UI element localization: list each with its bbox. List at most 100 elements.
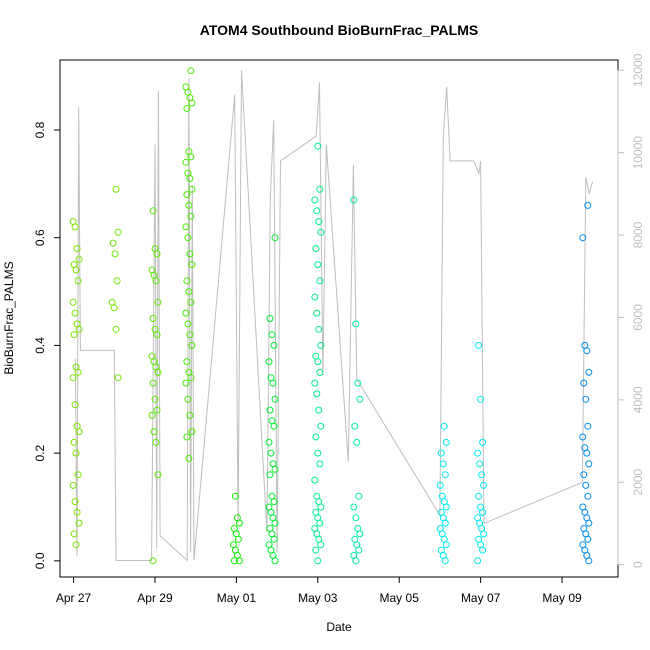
- data-point: [153, 331, 161, 339]
- data-point: [441, 471, 449, 479]
- data-point: [71, 401, 79, 409]
- y2-tick-label: 4000: [631, 386, 645, 413]
- data-point: [110, 304, 118, 312]
- data-point: [313, 309, 321, 317]
- data-point: [478, 471, 486, 479]
- data-point: [583, 449, 591, 457]
- data-point: [442, 438, 450, 446]
- data-point: [188, 428, 196, 436]
- data-point: [355, 546, 363, 554]
- data-point: [585, 368, 593, 376]
- data-point: [350, 196, 358, 204]
- data-point: [114, 228, 122, 236]
- data-point: [185, 455, 193, 462]
- data-point: [74, 277, 82, 285]
- data-point: [315, 406, 323, 414]
- data-point: [231, 492, 239, 500]
- data-point: [188, 185, 196, 193]
- data-point: [183, 191, 191, 199]
- data-point: [187, 298, 195, 306]
- data-point: [582, 395, 590, 403]
- data-point: [314, 142, 322, 150]
- data-point: [185, 288, 193, 296]
- data-point: [580, 379, 588, 387]
- y-tick-label: 0.0: [33, 552, 47, 569]
- data-point: [437, 449, 445, 457]
- data-point: [314, 261, 322, 269]
- data-point: [356, 395, 364, 403]
- data-point: [479, 438, 487, 446]
- data-point: [476, 460, 484, 468]
- data-point: [74, 471, 82, 479]
- data-point: [188, 341, 196, 349]
- data-point: [71, 223, 79, 231]
- data-point: [266, 406, 274, 414]
- data-point: [271, 395, 279, 403]
- data-point: [72, 449, 80, 457]
- data-point: [314, 557, 322, 565]
- data-point: [356, 530, 364, 538]
- data-point: [75, 428, 83, 436]
- data-point: [150, 428, 158, 436]
- data-point: [71, 309, 79, 317]
- data-point: [74, 368, 82, 376]
- altitude-line: [74, 70, 594, 562]
- data-point: [188, 99, 196, 107]
- data-point: [442, 503, 450, 511]
- data-point: [230, 557, 238, 565]
- data-point: [271, 557, 279, 565]
- data-point: [70, 331, 78, 339]
- data-point: [265, 358, 273, 366]
- data-point: [441, 519, 449, 527]
- data-point: [72, 541, 80, 549]
- data-point: [480, 530, 488, 538]
- data-point: [314, 358, 322, 366]
- data-point: [75, 255, 83, 263]
- data-point: [440, 422, 448, 430]
- data-point: [579, 234, 587, 242]
- data-point: [183, 358, 191, 366]
- data-point: [266, 315, 274, 322]
- data-point: [354, 379, 362, 387]
- data-point: [184, 320, 192, 328]
- data-point: [271, 234, 279, 242]
- data-point: [267, 449, 275, 457]
- data-point: [584, 492, 592, 500]
- data-point: [475, 341, 483, 349]
- data-point: [183, 277, 191, 285]
- data-point: [436, 481, 444, 489]
- data-point: [350, 503, 358, 511]
- y-tick-label: 0.6: [33, 229, 47, 246]
- chart-title: ATOM4 Southbound BioBurnFrac_PALMS: [200, 22, 478, 38]
- data-point: [314, 449, 322, 457]
- data-point: [184, 395, 192, 403]
- data-point: [315, 325, 323, 333]
- data-point: [317, 341, 325, 349]
- data-point: [154, 368, 162, 376]
- x-axis: Apr 27 Apr 29 May 01 May 03 May 05 May 07 May …: [56, 576, 582, 605]
- data-point: [182, 379, 190, 387]
- data-point: [474, 557, 482, 565]
- data-point: [580, 471, 588, 479]
- data-point: [154, 298, 162, 306]
- data-point: [311, 476, 319, 484]
- data-point: [316, 277, 324, 285]
- data-point: [148, 411, 156, 419]
- data-point: [270, 422, 278, 430]
- data-point: [154, 471, 162, 479]
- data-point: [479, 546, 487, 554]
- data-point: [311, 196, 319, 204]
- data-point: [441, 557, 449, 565]
- data-point: [270, 535, 278, 543]
- x-tick-label: May 07: [461, 591, 501, 605]
- data-point: [270, 498, 278, 506]
- data-point: [73, 508, 81, 516]
- data-point: [316, 460, 324, 468]
- data-point: [69, 298, 77, 306]
- data-point: [149, 379, 157, 387]
- data-point: [153, 250, 161, 258]
- data-point: [582, 481, 590, 489]
- data-point: [75, 325, 83, 333]
- data-point: [439, 460, 447, 468]
